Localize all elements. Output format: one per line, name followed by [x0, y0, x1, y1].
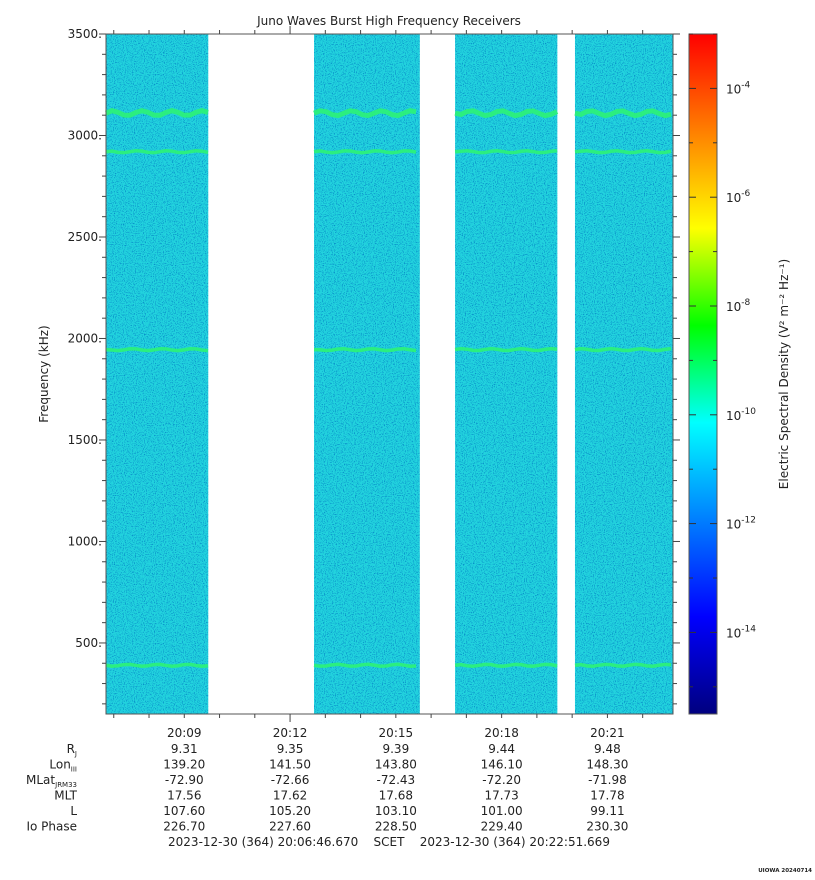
- ephemeris-value: 228.50: [375, 820, 417, 834]
- y-tick-label: 500.: [75, 636, 102, 650]
- colorbar-tick-label: 10-8: [726, 298, 751, 314]
- emission-line: [454, 148, 558, 155]
- y-tick-label: 1000.: [68, 534, 102, 548]
- emission-line: [574, 662, 672, 669]
- ephemeris-row-label: RJ: [67, 742, 77, 758]
- x-tick-label: 20:21: [590, 726, 625, 740]
- ephemeris-row-label: MLT: [54, 789, 77, 803]
- colorbar-tick-label: 10-12: [726, 516, 756, 532]
- x-axis: 20:09 20:12 20:15 20:18 20:21: [113, 26, 644, 740]
- colorbar: 10-4 10-6 10-8 10-10 10-12 10-14: [688, 33, 756, 715]
- emission-line: [105, 347, 209, 353]
- chart-title: Juno Waves Burst High Frequency Receiver…: [256, 14, 521, 28]
- ephemeris-value: 17.62: [273, 789, 307, 803]
- y-axis-label: Frequency (kHz): [37, 325, 51, 422]
- y-tick-label: 3000.: [68, 128, 102, 142]
- emission-line: [313, 149, 417, 155]
- emission-line: [105, 108, 209, 118]
- time-span: 2023-12-30 (364) 20:06:46.670 SCET 2023-…: [168, 835, 610, 849]
- ephemeris-row-label: MLatJRM33: [26, 773, 77, 789]
- colorbar-tick-label: 10-6: [726, 189, 751, 205]
- ephemeris-value: -72.66: [271, 773, 310, 787]
- emission-line: [574, 346, 672, 353]
- ephemeris-value: 229.40: [481, 820, 523, 834]
- emission-line: [454, 662, 558, 669]
- colorbar-scale: [688, 33, 718, 715]
- ephemeris-value: 9.48: [594, 742, 621, 756]
- ephemeris-value: -71.98: [588, 773, 627, 787]
- data-segment-4: [574, 34, 673, 714]
- data-segment-2: [313, 34, 420, 714]
- x-tick-label: 20:09: [167, 726, 202, 740]
- ephemeris-value: 99.11: [590, 804, 624, 818]
- data-segment-1: [105, 34, 209, 714]
- emission-line: [313, 108, 417, 119]
- y-tick-label: 2500.: [68, 230, 102, 244]
- emission-line: [454, 108, 559, 119]
- ephemeris-value: 17.73: [484, 789, 518, 803]
- colorbar-tick-label: 10-4: [726, 80, 751, 96]
- ephemeris-value: 226.70: [163, 820, 205, 834]
- emission-line: [313, 662, 417, 668]
- plot-frame: [105, 33, 674, 715]
- ephemeris-row-label: L: [70, 804, 77, 818]
- ephemeris-value: 143.80: [375, 758, 417, 772]
- x-tick-label: 20:12: [273, 726, 308, 740]
- ephemeris-value: 230.30: [586, 820, 628, 834]
- emission-line: [105, 149, 209, 155]
- emission-line: [454, 346, 558, 353]
- ephemeris-value: 141.50: [269, 758, 311, 772]
- y-axis: 500. 1000. 1500. 2000. 2500. 3000. 3500.: [68, 27, 680, 705]
- emission-line: [105, 662, 209, 669]
- ephemeris-table: RJ 9.31 9.35 9.39 9.44 9.48 LonIII 139.20 141.50…: [26, 742, 628, 834]
- ephemeris-value: 107.60: [163, 804, 205, 818]
- ephemeris-value: -72.90: [165, 773, 204, 787]
- ephemeris-row-label: LonIII: [49, 758, 77, 774]
- ephemeris-value: 9.35: [277, 742, 304, 756]
- ephemeris-value: 148.30: [586, 758, 628, 772]
- ephemeris-value: 139.20: [163, 758, 205, 772]
- emission-line: [314, 346, 417, 353]
- ephemeris-value: 227.60: [269, 820, 311, 834]
- ephemeris-value: 17.56: [167, 789, 201, 803]
- ephemeris-value: 17.68: [379, 789, 413, 803]
- colorbar-label: Electric Spectral Density (V² m⁻² Hz⁻¹): [777, 259, 791, 489]
- y-tick-label: 3500.: [68, 27, 102, 41]
- x-tick-label: 20:15: [379, 726, 414, 740]
- ephemeris-value: 9.39: [382, 742, 409, 756]
- ephemeris-value: 103.10: [375, 804, 417, 818]
- emission-line: [574, 148, 672, 155]
- spectrogram-data: [105, 34, 673, 714]
- data-segment-3: [454, 34, 559, 714]
- colorbar-tick-label: 10-10: [726, 407, 756, 423]
- ephemeris-value: 9.44: [488, 742, 515, 756]
- ephemeris-value: 9.31: [171, 742, 198, 756]
- ephemeris-value: 105.20: [269, 804, 311, 818]
- emission-line: [574, 108, 672, 119]
- y-tick-label: 1500.: [68, 433, 102, 447]
- x-tick-label: 20:18: [484, 726, 519, 740]
- ephemeris-value: -72.20: [482, 773, 521, 787]
- colorbar-tick-label: 10-14: [726, 624, 756, 640]
- ephemeris-value: -72.43: [377, 773, 416, 787]
- y-tick-label: 2000.: [68, 331, 102, 345]
- ephemeris-value: 101.00: [481, 804, 523, 818]
- ephemeris-row-label: Io Phase: [26, 820, 77, 834]
- ephemeris-value: 146.10: [481, 758, 523, 772]
- ephemeris-value: 17.78: [590, 789, 624, 803]
- credit-stamp: UIOWA 20240714: [758, 868, 812, 874]
